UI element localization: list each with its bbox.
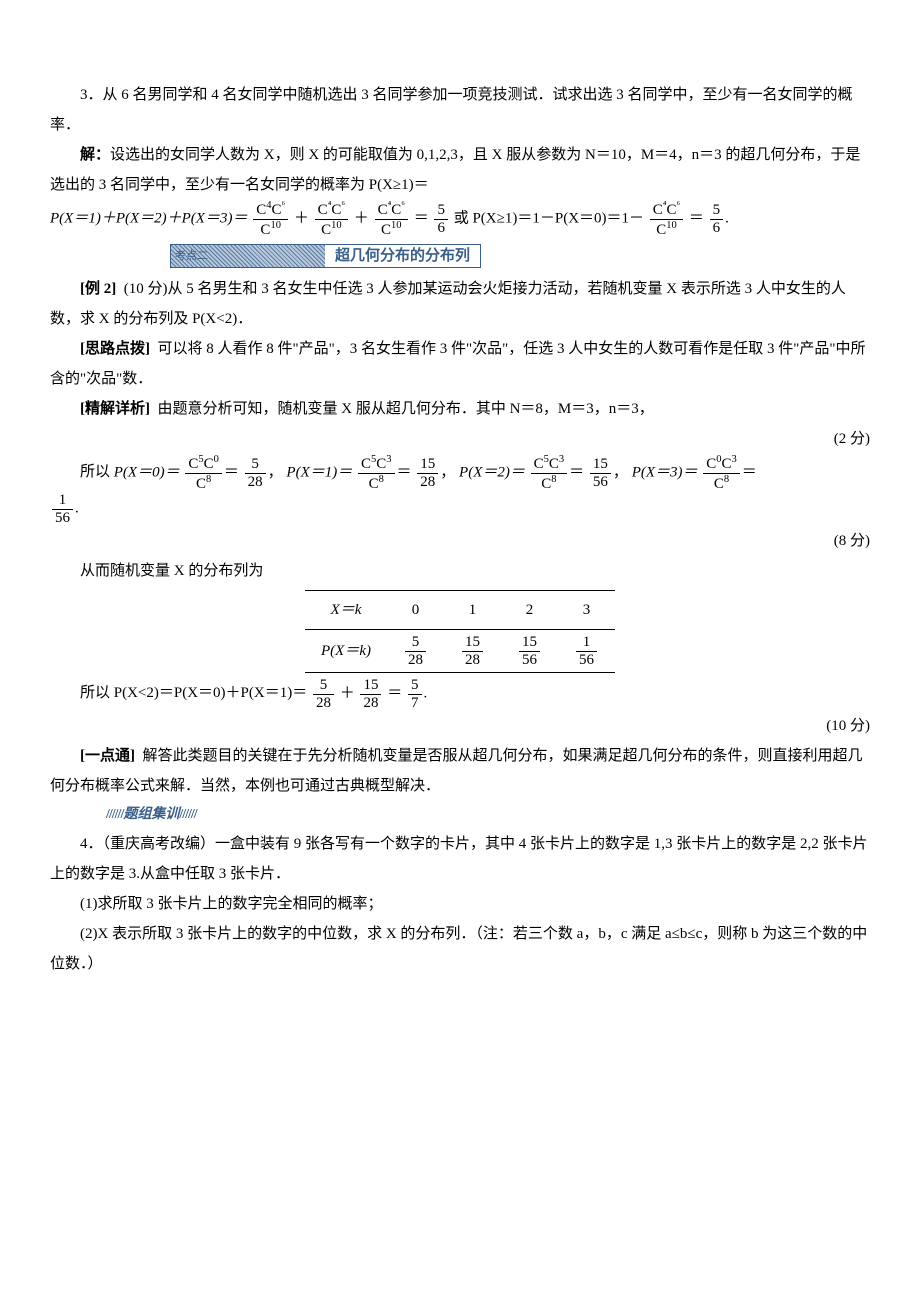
q4-p1: (1)求所取 3 张卡片上的数字完全相同的概率；	[50, 889, 870, 919]
q3-equation: P(X＝1)＋P(X＝2)＋P(X＝3)＝ C4C⁶ C10 ＋ C⁴C⁶ C1…	[50, 200, 870, 238]
frac-56b: 56	[710, 202, 724, 236]
slashes-l: //////	[106, 807, 123, 822]
q3-eq-prefix: P(X＝1)＋P(X＝2)＋P(X＝3)＝	[50, 210, 247, 226]
silu-label: [思路点拨]	[80, 341, 150, 357]
p3-frac1: C0C3 C8	[703, 454, 740, 492]
ydt-label: [一点通]	[80, 748, 135, 764]
sum-f2: 1528	[360, 677, 381, 711]
th-pxk: P(X＝k)	[321, 643, 371, 659]
kaodian-box: 考点二 超几何分布的分布列	[170, 244, 481, 268]
ex2-stem: [例 2] (10 分)从 5 名男生和 3 名女生中任选 3 人参加某运动会火…	[50, 274, 870, 334]
ydt-text: 解答此类题目的关键在于先分析随机变量是否服从超几何分布，如果满足超几何分布的条件…	[50, 748, 863, 794]
p0-frac1: C5C0 C8	[185, 454, 222, 492]
tbl-intro: 从而随机变量 X 的分布列为	[50, 556, 870, 586]
frac-56a: 56	[434, 202, 448, 236]
q4-p2: (2)X 表示所取 3 张卡片上的数字的中位数，求 X 的分布列．（注：若三个数…	[50, 919, 870, 979]
p2-frac1: C5C3 C8	[531, 454, 568, 492]
slashes-r: //////	[179, 807, 196, 822]
table-row: X＝k 0 1 2 3	[305, 591, 615, 630]
tizu-label: 题组集训	[123, 807, 179, 822]
p1: P(X＝1)＝	[286, 464, 352, 480]
ex2-jingjie: [精解详析] 由题意分析可知，随机变量 X 服从超几何分布．其中 N＝8，M＝3…	[50, 394, 870, 424]
q3-solution: 解：设选出的女同学人数为 X，则 X 的可能取值为 0,1,2,3，且 X 服从…	[50, 140, 870, 200]
table-row: P(X＝k) 528 1528 1556 156	[305, 630, 615, 673]
so-label: 所以	[80, 464, 114, 480]
ex2-sum: 所以 P(X<2)＝P(X＝0)＋P(X＝1)＝ 528 ＋ 1528 ＝ 57…	[50, 677, 870, 711]
silu-text: 可以将 8 人看作 8 件"产品"，3 名女生看作 3 件"次品"，任选 3 人…	[50, 341, 866, 387]
sol-label: 解：	[80, 147, 110, 163]
p0-val: 528	[245, 456, 266, 490]
td-0: 0	[387, 591, 444, 630]
jj-label: [精解详析]	[80, 401, 150, 417]
score-8: (8 分)	[50, 526, 870, 556]
tizu-heading: //////题组集训//////	[106, 801, 870, 829]
score-2: (2 分)	[50, 424, 870, 454]
td-1: 1	[444, 591, 501, 630]
ex2-text: 从 5 名男生和 3 名女生中任选 3 人参加某运动会火炬接力活动，若随机变量 …	[50, 281, 846, 327]
jj-text: 由题意分析可知，随机变量 X 服从超几何分布．其中 N＝8，M＝3，n＝3，	[158, 401, 654, 417]
q4-stem: 4．（重庆高考改编）一盒中装有 9 张各写有一个数字的卡片，其中 4 张卡片上的…	[50, 829, 870, 889]
p3-val: 156	[52, 492, 73, 526]
th-xk: X＝k	[331, 602, 362, 618]
sum-f3: 57	[408, 677, 422, 711]
ex2-probs: 所以 P(X＝0)＝ C5C0 C8 ＝ 528， P(X＝1)＝ C5C3 C…	[50, 454, 870, 492]
ex2-silu: [思路点拨] 可以将 8 人看作 8 件"产品"，3 名女生看作 3 件"次品"…	[50, 334, 870, 394]
td-3: 3	[558, 591, 615, 630]
so2-label: 所以 P(X<2)＝P(X＝0)＋P(X＝1)＝	[80, 685, 307, 701]
q3-or: 或 P(X≥1)＝1－P(X＝0)＝1－	[454, 210, 644, 226]
frac-t2: C⁴C⁶ C10	[315, 200, 348, 238]
p2-val: 1556	[590, 456, 611, 490]
q3-sol1: 设选出的女同学人数为 X，则 X 的可能取值为 0,1,2,3，且 X 服从参数…	[50, 147, 860, 193]
p0: P(X＝0)＝	[114, 464, 180, 480]
p1-val: 1528	[417, 456, 438, 490]
sum-f1: 528	[313, 677, 334, 711]
frac-t1: C4C⁶ C10	[253, 200, 288, 238]
frac-t3: C⁴C⁶ C10	[375, 200, 408, 238]
dist-table: X＝k 0 1 2 3 P(X＝k) 528 1528 1556 156	[305, 590, 615, 673]
ex2-score: (10 分)	[124, 281, 168, 297]
q4-label: 4．（重庆高考改编）	[80, 836, 215, 852]
kd-label: 考点二	[171, 245, 325, 267]
p1-frac1: C5C3 C8	[358, 454, 395, 492]
q3-text: 3．从 6 名男同学和 4 名女同学中随机选出 3 名同学参加一项竞技测试．试求…	[50, 80, 870, 140]
ex2-label: [例 2]	[80, 281, 116, 297]
yidiantong: [一点通] 解答此类题目的关键在于先分析随机变量是否服从超几何分布，如果满足超几…	[50, 741, 870, 801]
frac-t4: C⁴C⁶ C10	[650, 200, 683, 238]
td-2: 2	[501, 591, 558, 630]
score-10: (10 分)	[50, 711, 870, 741]
p2: P(X＝2)＝	[459, 464, 525, 480]
ex2-probs-cont: 156.	[50, 492, 870, 526]
p3: P(X＝3)＝	[632, 464, 698, 480]
kd-title: 超几何分布的分布列	[325, 245, 480, 267]
